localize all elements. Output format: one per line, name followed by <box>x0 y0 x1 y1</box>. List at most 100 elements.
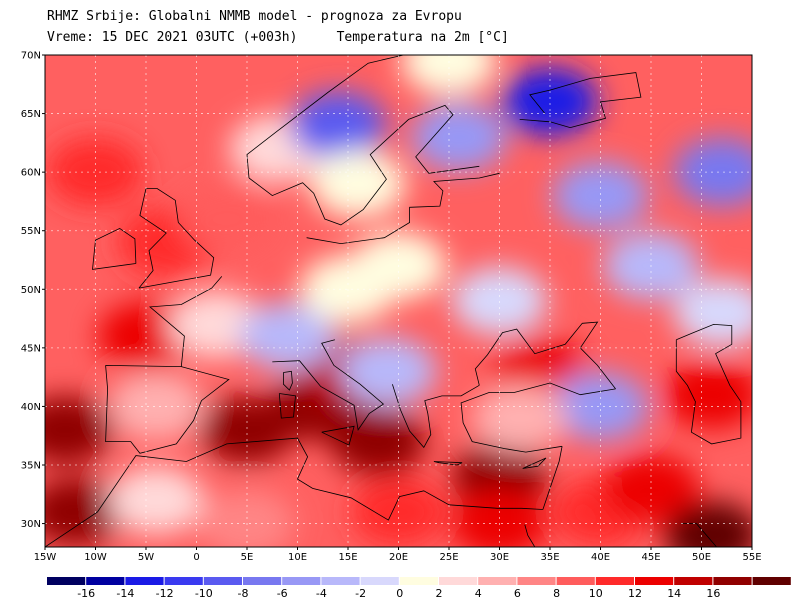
lon-tick-label: 15W <box>34 552 57 563</box>
colorbar-swatch <box>360 577 399 585</box>
temperature-region <box>108 372 205 441</box>
colorbar-label: 10 <box>589 587 603 600</box>
lat-tick-label: 55N <box>21 226 41 237</box>
lat-tick-label: 35N <box>21 461 41 472</box>
colorbar-label: -6 <box>277 587 288 600</box>
lon-tick-label: 35E <box>540 552 559 563</box>
scandinavia-coastline <box>248 104 480 226</box>
temperature-region <box>310 149 407 218</box>
temperature-region <box>45 395 114 464</box>
temperature-region <box>663 360 752 429</box>
iberia-coastline <box>105 365 230 454</box>
lon-tick-label: 45E <box>641 552 660 563</box>
colorbar-swatch <box>164 577 203 585</box>
colorbar-swatch <box>517 577 556 585</box>
crete-coastline <box>433 461 463 466</box>
temperature-region <box>47 138 144 207</box>
lon-tick-label: 50E <box>692 552 711 563</box>
sardinia-coastline <box>278 393 296 419</box>
colorbar-label: -2 <box>355 587 366 600</box>
colorbar-label: -4 <box>316 587 327 600</box>
temperature-region <box>552 161 649 230</box>
temperature-region <box>45 477 124 546</box>
temperature-region <box>471 384 568 453</box>
temperature-field <box>45 55 752 547</box>
temperature-region <box>552 372 649 441</box>
colorbar-swatch <box>86 577 125 585</box>
north-africa-coastline <box>45 437 543 547</box>
colorbar-label: 0 <box>396 587 403 600</box>
temperature-region <box>502 67 598 136</box>
colorbar-label: -14 <box>116 587 134 600</box>
lon-tick-label: 20E <box>389 552 408 563</box>
norway-west-coastline <box>246 55 500 179</box>
map-title: RHMZ Srbije: Globalni NMMB model - progn… <box>47 9 462 24</box>
valid-time: Vreme: 15 DEC 2021 03UTC (+003h) <box>47 30 298 45</box>
lon-tick-label: 0 <box>193 552 199 563</box>
temperature-region <box>108 466 205 535</box>
temperature-region <box>673 278 752 347</box>
levant-coastline <box>542 446 563 510</box>
colorbar-label: -8 <box>238 587 249 600</box>
colorbar <box>47 577 791 585</box>
ireland-coastline <box>92 227 137 270</box>
lat-tick-label: 45N <box>21 343 41 354</box>
lon-tick-label: 5E <box>241 552 254 563</box>
colorbar-swatch <box>321 577 360 585</box>
colorbar-label: 8 <box>553 587 560 600</box>
colorbar-swatch <box>556 577 595 585</box>
colorbar-swatch <box>203 577 242 585</box>
lat-tick-label: 70N <box>21 51 41 62</box>
lat-tick-label: 40N <box>21 402 41 413</box>
white-sea-coastline <box>519 72 642 129</box>
italy-coastline <box>272 339 385 431</box>
colorbar-swatch <box>752 577 791 585</box>
baltic-coastline <box>306 172 500 245</box>
great-britain-coastline <box>138 188 215 289</box>
temperature-region <box>330 407 427 476</box>
colorbar-label: -16 <box>77 587 95 600</box>
variable-label: Temperatura na 2m [°C] <box>336 30 509 45</box>
lat-tick-label: 65N <box>21 109 41 120</box>
corsica-coastline <box>282 370 293 391</box>
temperature-region <box>663 501 752 547</box>
colorbar-swatch <box>439 577 478 585</box>
lon-tick-label: 15E <box>338 552 357 563</box>
lon-tick-label: 10W <box>84 552 107 563</box>
colorbar-label: 4 <box>475 587 482 600</box>
cyprus-coastline <box>522 457 547 469</box>
colorbar-label: -12 <box>156 587 174 600</box>
colorbar-label: 2 <box>436 587 443 600</box>
colorbar-label: 6 <box>514 587 521 600</box>
france-coastline <box>148 276 223 367</box>
colorbar-label: 14 <box>667 587 681 600</box>
colorbar-swatch <box>674 577 713 585</box>
sicily-coastline <box>321 425 355 446</box>
colorbar-swatch <box>47 577 86 585</box>
turkey-coastline <box>460 382 616 453</box>
colorbar-swatch <box>399 577 438 585</box>
colorbar-label: 16 <box>706 587 720 600</box>
lon-tick-label: 5W <box>138 552 154 563</box>
lat-tick-label: 60N <box>21 168 41 179</box>
map-subtitle: Vreme: 15 DEC 2021 03UTC (+003h) Tempera… <box>47 30 509 45</box>
lon-tick-label: 25E <box>439 552 458 563</box>
colorbar-label: 12 <box>628 587 642 600</box>
lon-tick-label: 40E <box>591 552 610 563</box>
lon-tick-label: 55E <box>742 552 761 563</box>
colorbar-swatch <box>595 577 634 585</box>
red-sea-coastline <box>524 524 536 547</box>
colorbar-swatch <box>635 577 674 585</box>
colorbar-label: -10 <box>195 587 213 600</box>
temperature-region <box>289 91 386 160</box>
colorbar-swatch <box>125 577 164 585</box>
temperature-region <box>239 302 336 371</box>
temperature-region <box>411 103 508 171</box>
greece-coastline <box>392 384 480 449</box>
caspian-coastline <box>675 323 742 445</box>
lon-tick-label: 10E <box>288 552 307 563</box>
temperature-region <box>401 55 497 95</box>
temperature-region <box>178 185 275 253</box>
colorbar-swatch <box>713 577 752 585</box>
